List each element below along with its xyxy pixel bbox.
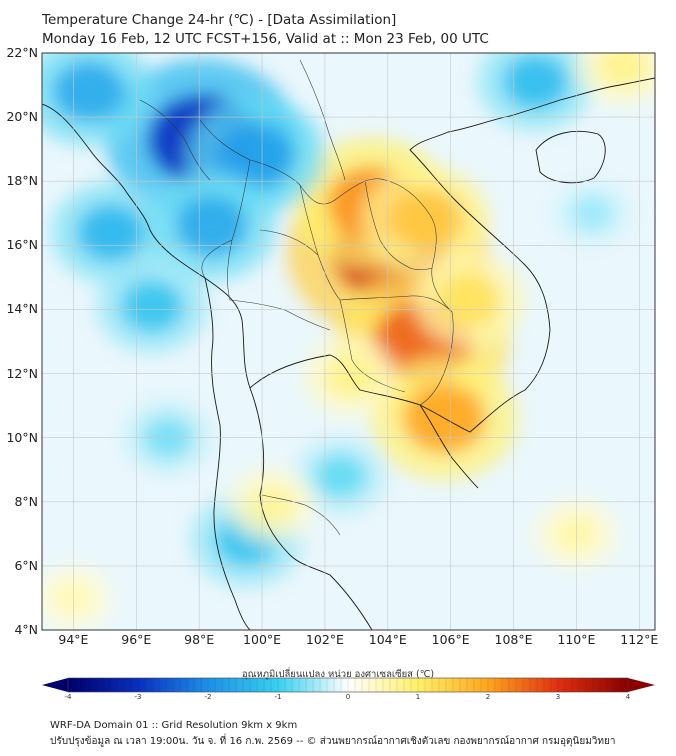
anomaly-core bbox=[175, 195, 249, 257]
longitude-tick-label: 106°E bbox=[431, 632, 470, 647]
colorbar-max-arrow bbox=[628, 678, 655, 692]
latitude-tick-label: 12°N bbox=[6, 365, 38, 381]
map-plot-area bbox=[42, 53, 655, 630]
colorbar-tick-label: -2 bbox=[204, 693, 212, 701]
anomaly-core bbox=[52, 61, 126, 122]
anomaly-core bbox=[597, 53, 650, 88]
anomaly-core bbox=[216, 123, 295, 188]
admin-borders bbox=[139, 59, 454, 536]
anomaly-core bbox=[77, 204, 145, 261]
anomaly-core bbox=[389, 189, 462, 250]
longitude-tick-label: 94°E bbox=[58, 632, 89, 647]
colorbar-tick-label: -3 bbox=[134, 693, 142, 701]
map-subtitle: Monday 16 Feb, 12 UTC FCST+156, Valid at… bbox=[42, 31, 489, 47]
latitude-tick-label: 6°N bbox=[14, 557, 38, 573]
latitude-tick-label: 8°N bbox=[14, 493, 38, 509]
latitude-tick-label: 4°N bbox=[14, 622, 38, 637]
longitude-tick-label: 102°E bbox=[305, 632, 344, 647]
longitude-tick-label: 96°E bbox=[121, 632, 152, 647]
footer-resolution: WRF-DA Domain 01 :: Grid Resolution 9km … bbox=[50, 720, 298, 731]
latitude-tick-label: 20°N bbox=[6, 109, 38, 125]
latitude-tick-label: 14°N bbox=[6, 301, 38, 317]
colorbar-min-arrow bbox=[42, 678, 68, 692]
map-frame bbox=[41, 52, 656, 631]
colorbar-tick-label: 1 bbox=[415, 693, 421, 701]
longitude-tick-label: 100°E bbox=[243, 632, 282, 647]
colorbar-tick-label: 2 bbox=[485, 693, 491, 701]
graticule bbox=[42, 53, 655, 630]
colorbar-tick-label: -1 bbox=[274, 693, 282, 701]
footer-credit: ปรับปรุงข้อมูล ณ เวลา 19:00น. วัน จ. ที่… bbox=[50, 736, 616, 747]
anomaly-core bbox=[569, 194, 615, 233]
colorbar-frame bbox=[67, 677, 629, 693]
anomaly-core bbox=[314, 454, 367, 499]
anomaly-core bbox=[246, 484, 297, 526]
coastlines bbox=[42, 77, 655, 630]
latitude-tick-label: 18°N bbox=[6, 173, 38, 189]
colorbar-tick-label: -4 bbox=[64, 693, 72, 701]
latitude-tick-label: 16°N bbox=[6, 237, 38, 253]
anomaly-core bbox=[502, 54, 569, 109]
longitude-tick-label: 108°E bbox=[494, 632, 533, 647]
anomaly-core bbox=[323, 354, 377, 399]
map-title: Temperature Change 24-hr (℃) - [Data Ass… bbox=[42, 12, 397, 28]
colorbar-tick-label: 3 bbox=[555, 693, 561, 701]
colorbar-segments bbox=[74, 678, 622, 692]
longitude-tick-label: 110°E bbox=[557, 632, 596, 647]
longitude-tick-label: 98°E bbox=[184, 632, 215, 647]
colorbar bbox=[68, 678, 628, 692]
colorbar-tick-label: 0 bbox=[345, 693, 351, 701]
anomaly-core bbox=[438, 273, 501, 326]
anomaly-core bbox=[120, 280, 184, 333]
longitude-tick-label: 104°E bbox=[368, 632, 407, 647]
colorbar-title: อุณหภูมิเปลี่ยนแปลง หน่วย องศาเซลเซียส (… bbox=[241, 669, 435, 680]
longitude-tick-label: 112°E bbox=[620, 632, 659, 647]
latitude-tick-label: 10°N bbox=[6, 429, 38, 445]
latitude-tick-label: 22°N bbox=[6, 45, 38, 60]
colorbar-tick-label: 4 bbox=[625, 693, 631, 701]
